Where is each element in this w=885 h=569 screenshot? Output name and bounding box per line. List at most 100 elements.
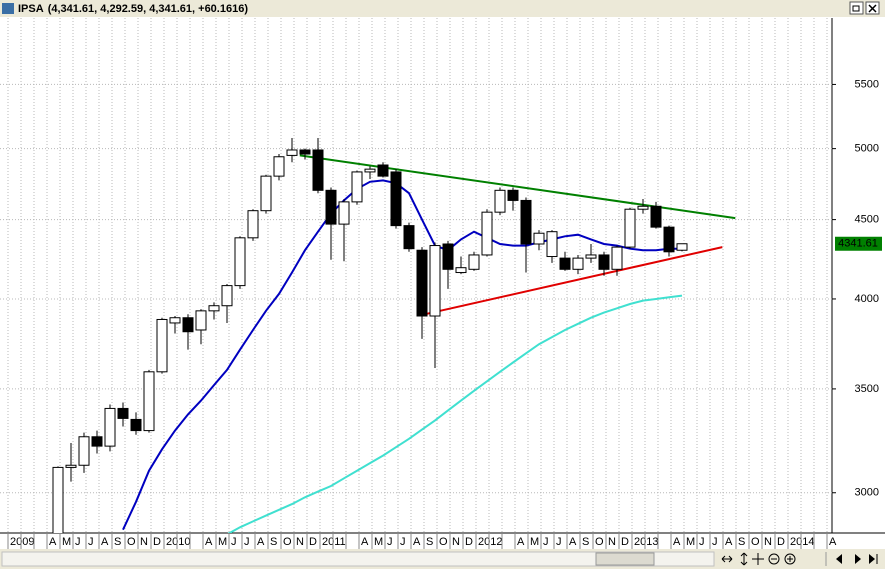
x-tick-label: O (127, 536, 136, 548)
last-price-box (835, 236, 882, 251)
restore-button[interactable] (849, 1, 864, 15)
average-line (122, 179, 682, 531)
y-tick-label: 4500 (855, 214, 879, 226)
x-tick-label: M (530, 536, 539, 548)
x-tick-label: N (764, 536, 772, 548)
candle-body (65, 464, 77, 468)
candle-body (234, 237, 246, 287)
x-tick-label: M (374, 536, 383, 548)
y-tick-label: 3500 (855, 383, 879, 395)
candle-body (260, 175, 272, 212)
x-tick-label: A (725, 536, 733, 548)
x-tick-label: N (140, 536, 148, 548)
x-tick-label: N (452, 536, 460, 548)
x-tick-label: A (517, 536, 525, 548)
x-tick-label: M (218, 536, 227, 548)
candle-body (117, 407, 129, 419)
x-tick-label: A (361, 536, 369, 548)
x-tick-label: J (75, 536, 81, 548)
scroll-left-button[interactable] (836, 554, 842, 564)
candle-body (533, 232, 545, 245)
x-tick-label: 2009 (10, 536, 34, 548)
zoom-in-button[interactable] (784, 553, 796, 565)
scroll-right-button[interactable] (855, 554, 861, 564)
x-tick-label: D (465, 536, 473, 548)
candle-body (52, 466, 64, 533)
candle-body (169, 317, 181, 324)
x-tick-label: D (309, 536, 317, 548)
x-tick-label: O (751, 536, 760, 548)
x-tick-label: 2013 (634, 536, 658, 548)
candle-body (429, 245, 441, 317)
candle-body (338, 201, 350, 225)
x-tick-label: M (686, 536, 695, 548)
candle-body (351, 171, 363, 203)
y-tick-label: 4000 (855, 293, 879, 305)
candle-body (273, 156, 285, 177)
grid (0, 18, 832, 533)
x-tick-label: S (426, 536, 433, 548)
candle-body (572, 257, 584, 270)
trend-line (424, 246, 723, 316)
x-tick-label: A (205, 536, 213, 548)
candle-body (78, 436, 90, 466)
title-bar (0, 0, 885, 17)
candle-body (286, 149, 298, 156)
x-tick-label: S (114, 536, 121, 548)
candle-body (416, 249, 428, 317)
pan-vertical-button[interactable] (740, 552, 748, 566)
candle-body (182, 317, 194, 333)
x-tick-label: J (400, 536, 406, 548)
close-button[interactable] (865, 1, 880, 15)
x-tick-label: 2010 (166, 536, 190, 548)
candle-body (195, 310, 207, 331)
candle-body (650, 205, 662, 228)
x-tick-label: 2011 (322, 536, 346, 548)
x-tick-label: J (543, 536, 549, 548)
x-tick-label: J (88, 536, 94, 548)
candle-body (299, 149, 311, 155)
scroll-end-button[interactable] (869, 554, 878, 564)
x-tick-label: N (608, 536, 616, 548)
x-tick-label: A (49, 536, 57, 548)
x-tick-label: D (777, 536, 785, 548)
chart-subtitle: (4,341.61, 4,292.59, 4,341.61, +60.1616) (48, 3, 249, 15)
candle-body (390, 171, 402, 227)
candle-body (377, 164, 389, 177)
candle-body (364, 168, 376, 173)
candle-body (130, 418, 142, 432)
last-price-label: 4341.61 (838, 238, 878, 250)
x-tick-label: S (582, 536, 589, 548)
plot (52, 137, 736, 533)
candle-body (143, 371, 155, 432)
x-tick-label: D (153, 536, 161, 548)
window-icon (2, 3, 14, 14)
candle-body (104, 407, 116, 447)
x-tick-label: J (556, 536, 562, 548)
x-tick-label: J (244, 536, 250, 548)
x-tick-label: A (257, 536, 265, 548)
x-tick-label: M (62, 536, 71, 548)
candle-body (546, 231, 558, 258)
move-button[interactable] (752, 553, 764, 565)
scroll-track[interactable] (1, 551, 715, 567)
candle-body (403, 225, 415, 250)
candle-body (468, 254, 480, 270)
x-tick-label: J (699, 536, 705, 548)
x-tick-label: J (387, 536, 393, 548)
x-tick-label: S (738, 536, 745, 548)
x-tick-label: A (101, 536, 109, 548)
pan-horizontal-button[interactable] (721, 555, 733, 563)
x-tick-label: J (712, 536, 718, 548)
scroll-thumb[interactable] (595, 552, 655, 566)
x-tick-label: A (569, 536, 577, 548)
candle-body (520, 199, 532, 245)
x-tick-label: A (413, 536, 421, 548)
x-tick-label: J (231, 536, 237, 548)
x-tick-label: O (595, 536, 604, 548)
zoom-out-button[interactable] (768, 553, 780, 565)
candle-body (221, 285, 233, 307)
candle-body (676, 243, 688, 251)
x-tick-label: A (673, 536, 681, 548)
